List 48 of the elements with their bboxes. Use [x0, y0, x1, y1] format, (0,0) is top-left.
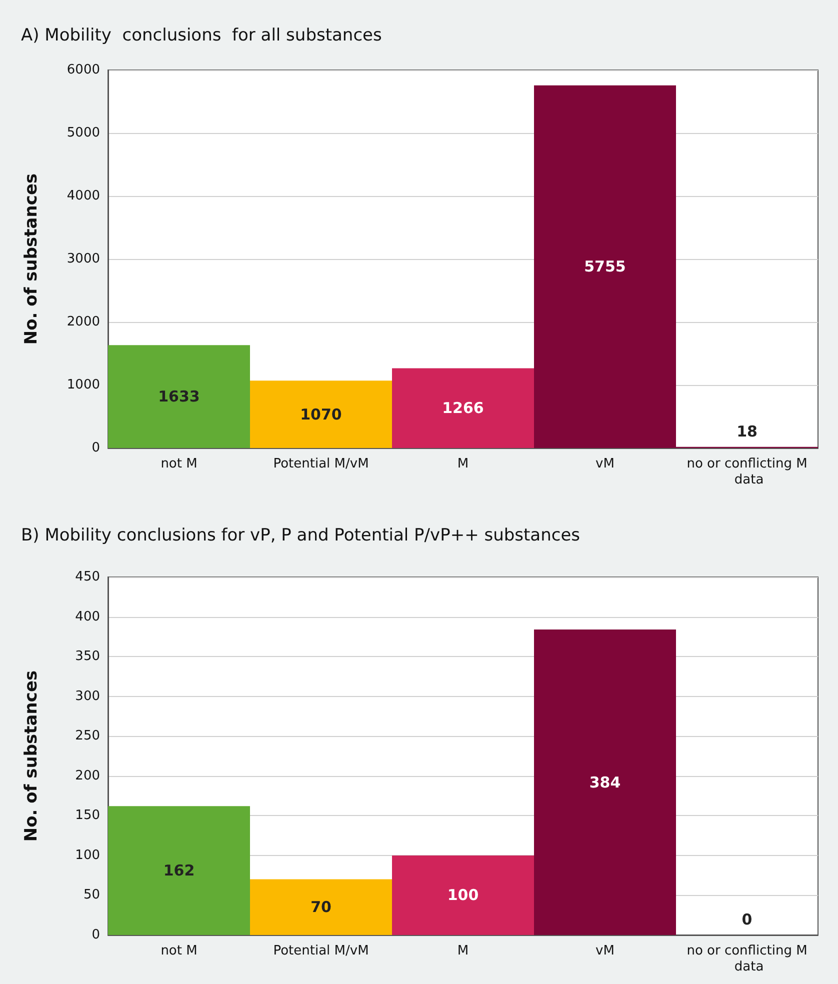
bar — [108, 345, 250, 448]
chart-title: B) Mobility conclusions for vP, P and Potential P/vP++ substances — [21, 526, 580, 546]
y-tick-label: 250 — [75, 728, 100, 744]
y-tick-label: 0 — [92, 928, 100, 942]
bar — [108, 806, 250, 935]
x-tick-label: vM — [596, 456, 614, 472]
data-label: 1266 — [442, 399, 484, 418]
y-tick-label: 0 — [92, 440, 100, 456]
x-tick-label: no or conflicting M data — [686, 456, 808, 488]
y-tick-label: 2000 — [66, 314, 100, 330]
bar — [250, 879, 392, 935]
data-label: 18 — [736, 422, 758, 440]
y-tick-label: 50 — [83, 888, 100, 903]
y-tick-label: 200 — [75, 768, 100, 784]
y-tick-label: 4000 — [66, 188, 100, 204]
data-label: 100 — [447, 886, 479, 904]
x-tick-label: Potential M/vM — [273, 456, 369, 472]
chart-title: A) Mobility conclusions for all substances — [21, 26, 382, 46]
y-tick-label: 1000 — [66, 378, 100, 392]
bar — [392, 368, 534, 448]
data-label: 384 — [589, 773, 621, 792]
y-axis-title: No. of substances — [22, 670, 42, 842]
x-tick-label: no or conflicting M data — [686, 944, 808, 974]
bar — [392, 855, 534, 935]
x-tick-label: Potential M/vM — [273, 944, 369, 958]
y-tick-label: 6000 — [66, 62, 100, 78]
x-tick-label: not M — [160, 456, 198, 472]
x-tick-label: M — [457, 944, 469, 958]
y-tick-label: 300 — [75, 688, 100, 704]
x-tick-label: M — [457, 456, 469, 472]
y-tick-label: 450 — [75, 570, 100, 584]
y-tick-label: 5000 — [66, 126, 100, 140]
y-axis-title: No. of substances — [22, 173, 42, 345]
y-tick-label: 3000 — [66, 252, 100, 266]
y-tick-label: 400 — [75, 609, 100, 624]
bar — [250, 380, 392, 448]
x-tick-label: not M — [160, 944, 198, 958]
bar — [534, 630, 676, 935]
data-label: 0 — [742, 910, 752, 928]
data-label: 162 — [163, 862, 195, 880]
y-tick-label: 150 — [75, 808, 100, 824]
y-tick-label: 350 — [75, 649, 100, 664]
data-label: 70 — [310, 898, 332, 916]
data-label: 5755 — [584, 258, 626, 276]
data-label: 1070 — [300, 405, 342, 424]
x-tick-label: vM — [596, 944, 614, 958]
data-label: 1633 — [158, 388, 200, 406]
y-tick-label: 100 — [75, 848, 100, 863]
